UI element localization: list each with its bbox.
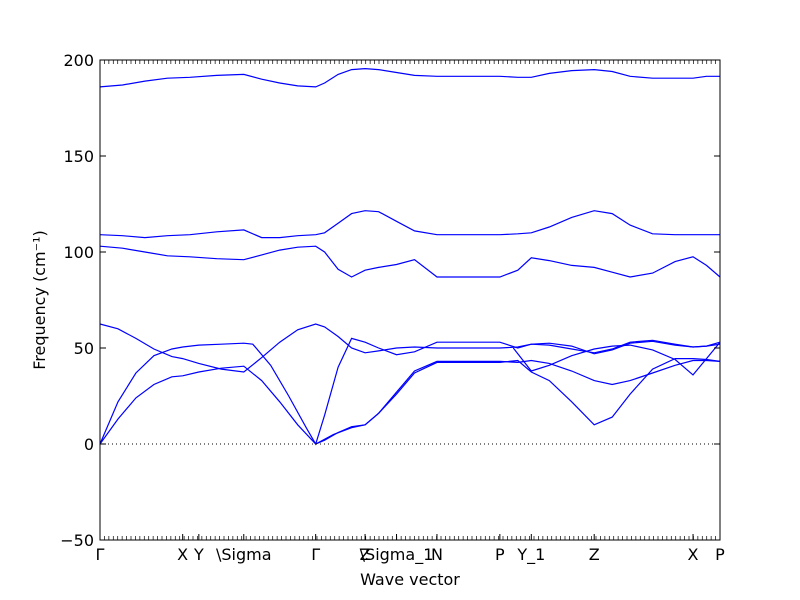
band-7 [315, 358, 721, 445]
x-tick-label: X [688, 545, 699, 564]
y-tick-label: 150 [63, 147, 94, 166]
x-tick-label: P [495, 545, 505, 564]
y-tick-label: −50 [60, 531, 94, 550]
x-tick-label: N [431, 545, 443, 564]
band-4 [99, 323, 721, 373]
x-axis-ticks: Γ X Y \Sigma Γ Z\Sigma_1N P Y_1 Z X P [96, 534, 725, 565]
band-2 [99, 210, 720, 239]
x-tick-label: Z [589, 545, 600, 564]
band-1 [99, 67, 720, 88]
y-tick-label: 200 [63, 51, 94, 70]
x-tick-label: P [715, 545, 725, 564]
y-tick-label: 100 [63, 243, 94, 262]
y-tick-label: 0 [84, 435, 94, 454]
x-tick-label: Y [193, 545, 204, 564]
bands-layer [99, 67, 721, 446]
x-tick-label: Γ [311, 545, 320, 564]
x-tick-label: \Sigma_1 [360, 545, 434, 565]
y-axis-ticks: −50 0 50 100 150 200 [60, 51, 720, 550]
y-tick-label: 50 [74, 339, 94, 358]
y-axis-label: Frequency (cm⁻¹) [30, 230, 49, 369]
band-5 [99, 337, 721, 446]
band-3 [99, 245, 721, 278]
x-tick-label: Γ [96, 545, 105, 564]
x-tick-label: Z [360, 545, 371, 564]
x-axis-label: Wave vector [360, 570, 460, 589]
band-8 [512, 341, 721, 376]
x-axis-minor-ticks [99, 60, 721, 540]
x-tick-label: X [177, 545, 188, 564]
x-tick-label: \Sigma [216, 545, 272, 564]
x-tick-label: Y_1 [516, 545, 545, 565]
